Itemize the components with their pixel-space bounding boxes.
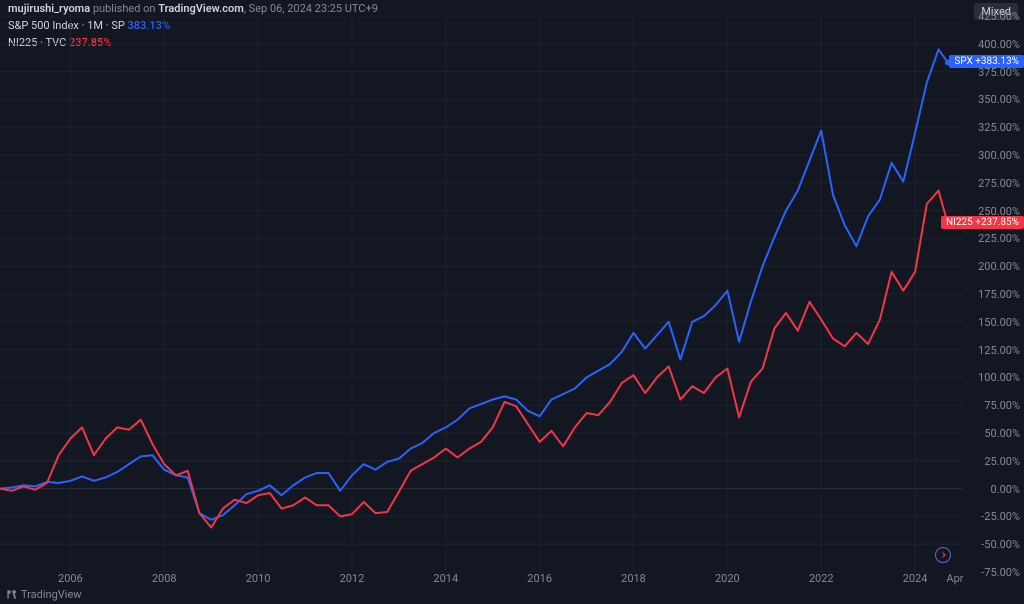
y-axis-label: 175.00% bbox=[978, 288, 1020, 301]
y-axis-label: 275.00% bbox=[978, 177, 1020, 190]
y-axis-label: 200.00% bbox=[978, 260, 1020, 273]
price-tag-spx[interactable]: SPX +383.13% bbox=[949, 55, 1024, 68]
x-axis-label: 2020 bbox=[715, 572, 740, 585]
x-axis-label: 2006 bbox=[58, 572, 83, 585]
y-axis-label: 225.00% bbox=[978, 232, 1020, 245]
chart-pane[interactable] bbox=[0, 16, 962, 572]
x-axis-label: 2024 bbox=[903, 572, 928, 585]
ghost-replay-icon[interactable] bbox=[934, 546, 952, 564]
y-axis-label: 25.00% bbox=[984, 455, 1020, 468]
x-axis-label: Apr bbox=[946, 572, 963, 585]
y-axis-label: 125.00% bbox=[978, 344, 1020, 357]
y-axis-label: 300.00% bbox=[978, 149, 1020, 162]
y-axis-label: 150.00% bbox=[978, 316, 1020, 329]
y-axis-label: 425.00% bbox=[978, 10, 1020, 23]
price-tag-ni225[interactable]: NI225 +237.85% bbox=[941, 216, 1024, 229]
y-axis-label: 75.00% bbox=[984, 399, 1020, 412]
x-axis-label: 2014 bbox=[433, 572, 458, 585]
x-axis-label: 2012 bbox=[340, 572, 365, 585]
y-axis-label: -50.00% bbox=[981, 538, 1020, 551]
x-axis-label: 2018 bbox=[621, 572, 646, 585]
y-axis-label: -75.00% bbox=[981, 566, 1020, 579]
y-axis-label: 400.00% bbox=[978, 38, 1020, 51]
author-name: mujirushi_ryoma bbox=[8, 2, 90, 15]
x-axis-label: 2008 bbox=[152, 572, 177, 585]
x-axis-label: 2022 bbox=[809, 572, 834, 585]
y-axis-label: 350.00% bbox=[978, 93, 1020, 106]
site-name: TradingView.com bbox=[158, 2, 244, 15]
y-axis-label: 325.00% bbox=[978, 121, 1020, 134]
y-axis-label: 100.00% bbox=[978, 371, 1020, 384]
x-axis-label: 2016 bbox=[527, 572, 552, 585]
y-axis-label: 0.00% bbox=[990, 483, 1020, 496]
x-axis[interactable]: 2006 2008 2010 2012 2014 2016 2018 2020 2022 2024… bbox=[0, 572, 962, 584]
y-axis-label: 50.00% bbox=[984, 427, 1020, 440]
y-axis[interactable]: 425.00%400.00%375.00%350.00%325.00%300.0… bbox=[962, 16, 1024, 572]
publish-info: mujirushi_ryoma published on TradingView… bbox=[8, 2, 378, 15]
tradingview-logo[interactable]: TradingView bbox=[6, 588, 82, 601]
y-axis-label: -25.00% bbox=[981, 510, 1020, 523]
chart-svg bbox=[0, 16, 962, 572]
x-axis-label: 2010 bbox=[246, 572, 271, 585]
